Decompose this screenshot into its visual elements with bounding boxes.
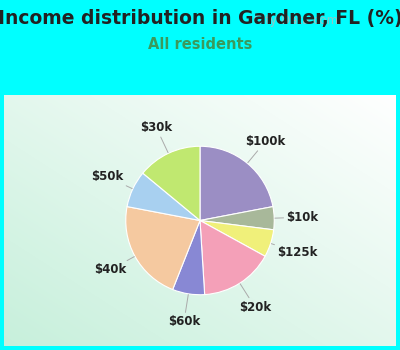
Text: Income distribution in Gardner, FL (%): Income distribution in Gardner, FL (%): [0, 9, 400, 28]
Text: All residents: All residents: [148, 37, 252, 52]
Wedge shape: [200, 220, 274, 256]
Wedge shape: [200, 220, 265, 295]
Wedge shape: [200, 206, 274, 230]
Text: $125k: $125k: [271, 244, 318, 259]
Wedge shape: [127, 173, 200, 220]
Wedge shape: [126, 206, 200, 289]
Text: $20k: $20k: [239, 284, 271, 314]
Text: $30k: $30k: [140, 121, 172, 153]
Text: $50k: $50k: [91, 170, 132, 189]
Text: $100k: $100k: [245, 135, 286, 163]
Text: $40k: $40k: [94, 257, 134, 276]
Wedge shape: [200, 146, 273, 220]
Text: $60k: $60k: [168, 295, 200, 328]
Wedge shape: [143, 146, 200, 220]
Wedge shape: [173, 220, 205, 295]
Text: $10k: $10k: [275, 211, 318, 224]
Text: City-Data.com: City-Data.com: [246, 14, 338, 27]
